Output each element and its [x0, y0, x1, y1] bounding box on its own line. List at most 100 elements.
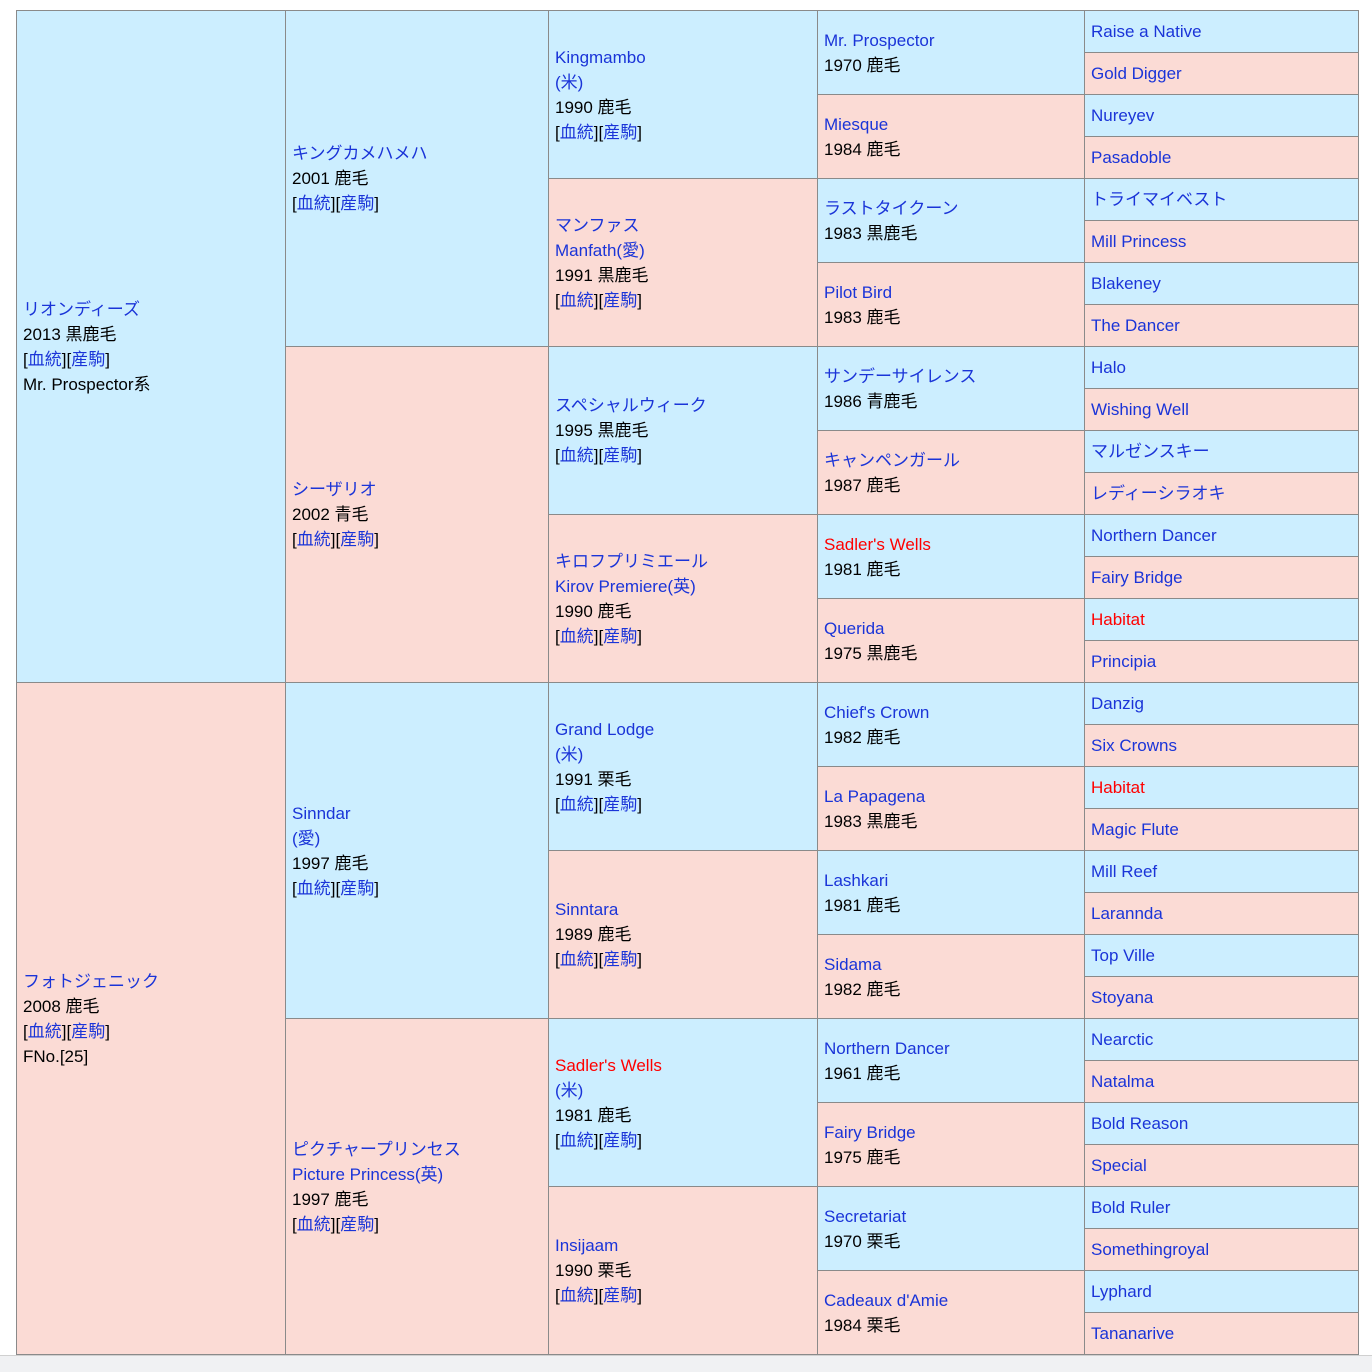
progeny-link[interactable]: 産駒 [340, 1214, 375, 1234]
horse-link[interactable]: Somethingroyal [1091, 1240, 1210, 1259]
horse-year-coat: 2008 鹿毛 [23, 996, 100, 1016]
progeny-link[interactable]: 産駒 [340, 878, 375, 898]
blood-link[interactable]: 血統 [559, 626, 594, 646]
blood-link[interactable]: 血統 [559, 446, 594, 465]
blood-link[interactable]: 血統 [559, 794, 594, 814]
horse-link[interactable]: Fairy Bridge [824, 1122, 916, 1142]
horse-link[interactable]: キャンペンガール [824, 450, 960, 470]
horse-link[interactable]: Tananarive [1091, 1324, 1175, 1343]
horse-link[interactable]: Miesque [824, 114, 889, 134]
horse-link[interactable]: トライマイベスト [1091, 190, 1228, 209]
horse-subname-link[interactable]: (米) [555, 1080, 584, 1100]
horse-link[interactable]: Bold Reason [1091, 1114, 1189, 1133]
horse-link[interactable]: Cadeaux d'Amie [824, 1290, 949, 1310]
horse-link[interactable]: Sinndar [292, 803, 351, 823]
horse-link[interactable]: Lashkari [824, 870, 889, 890]
horse-link[interactable]: マンファス [555, 215, 640, 235]
blood-link[interactable]: 血統 [296, 530, 331, 549]
horse-link[interactable]: Halo [1091, 358, 1126, 377]
horse-link[interactable]: Larannda [1091, 904, 1163, 923]
horse-link[interactable]: Sidama [824, 954, 882, 974]
horse-link[interactable]: Mill Reef [1091, 862, 1158, 881]
horse-link[interactable]: キングカメハメハ [292, 144, 428, 163]
blood-link[interactable]: 血統 [296, 878, 331, 898]
horse-link[interactable]: Fairy Bridge [1091, 568, 1183, 587]
horse-link[interactable]: Pilot Bird [824, 282, 893, 302]
horse-link[interactable]: La Papagena [824, 786, 926, 806]
horse-subname-link[interactable]: (愛) [292, 828, 321, 848]
horse-link[interactable]: Stoyana [1091, 988, 1154, 1007]
blood-link[interactable]: 血統 [296, 194, 331, 213]
open-bracket: [ [292, 530, 297, 549]
horse-subname-link[interactable]: Kirov Premiere(英) [555, 576, 696, 596]
progeny-link[interactable]: 産駒 [603, 950, 638, 969]
progeny-link[interactable]: 産駒 [340, 194, 375, 213]
horse-link[interactable]: Natalma [1091, 1072, 1155, 1091]
blood-link[interactable]: 血統 [559, 1286, 594, 1305]
horse-link[interactable]: レディーシラオキ [1091, 484, 1226, 503]
horse-subname-link[interactable]: (米) [555, 72, 584, 92]
blood-link[interactable]: 血統 [559, 1130, 594, 1150]
horse-link[interactable]: Nureyev [1091, 106, 1155, 125]
horse-link[interactable]: Mill Princess [1091, 232, 1187, 251]
horse-link[interactable]: Magic Flute [1091, 820, 1179, 839]
progeny-link[interactable]: 産駒 [603, 446, 638, 465]
horse-link[interactable]: ピクチャープリンセス [292, 1139, 461, 1159]
horse-link[interactable]: Six Crowns [1091, 736, 1177, 755]
progeny-link[interactable]: 産駒 [71, 349, 106, 369]
progeny-link[interactable]: 産駒 [603, 794, 638, 814]
horse-link[interactable]: Bold Ruler [1091, 1198, 1171, 1217]
horse-link[interactable]: Northern Dancer [1091, 526, 1217, 545]
horse-link[interactable]: Lyphard [1091, 1282, 1152, 1301]
horse-link[interactable]: フォトジェニック [23, 971, 159, 991]
horse-link[interactable]: Insijaam [555, 1236, 619, 1255]
horse-link[interactable]: Querida [824, 618, 885, 638]
horse-link[interactable]: The Dancer [1091, 316, 1180, 335]
horse-link[interactable]: シーザリオ [292, 480, 377, 499]
horse-subname-link[interactable]: Picture Princess(英) [292, 1164, 444, 1184]
horse-link[interactable]: Danzig [1091, 694, 1144, 713]
horse-link[interactable]: サンデーサイレンス [824, 366, 977, 386]
horse-link[interactable]: Secretariat [824, 1206, 907, 1226]
horse-link[interactable]: Grand Lodge [555, 719, 655, 739]
horse-link[interactable]: Nearctic [1091, 1030, 1154, 1049]
horse-link[interactable]: Mr. Prospector [824, 30, 935, 50]
progeny-link[interactable]: 産駒 [340, 530, 375, 549]
horse-subname-link[interactable]: Manfath(愛) [555, 240, 645, 260]
horse-link[interactable]: Pasadoble [1091, 148, 1172, 167]
horse-link[interactable]: Blakeney [1091, 274, 1161, 293]
pedigree-action-links: [血統][産駒] [555, 792, 813, 817]
horse-link[interactable]: Northern Dancer [824, 1038, 950, 1058]
pedigree-cell-gen4-sire: Sadler's Wells 1981 鹿毛 [817, 514, 1085, 599]
progeny-link[interactable]: 産駒 [71, 1021, 106, 1041]
horse-subname-link[interactable]: (米) [555, 744, 584, 764]
horse-link[interactable]: Special [1091, 1156, 1147, 1175]
progeny-link[interactable]: 産駒 [603, 1286, 638, 1305]
horse-link[interactable]: Principia [1091, 652, 1157, 671]
horse-link[interactable]: Sinntara [555, 900, 619, 919]
horse-link[interactable]: Raise a Native [1091, 22, 1202, 41]
horse-link[interactable]: スペシャルウィーク [555, 396, 707, 415]
horse-name-line: Nearctic [1091, 1027, 1354, 1052]
progeny-link[interactable]: 産駒 [603, 122, 638, 142]
progeny-link[interactable]: 産駒 [603, 290, 638, 310]
horse-link[interactable]: Chief's Crown [824, 702, 930, 722]
horse-link[interactable]: Wishing Well [1091, 400, 1189, 419]
blood-link[interactable]: 血統 [27, 349, 62, 369]
horse-link[interactable]: キロフプリミエール [555, 551, 708, 571]
horse-link[interactable]: Kingmambo [555, 47, 646, 67]
blood-link[interactable]: 血統 [559, 290, 594, 310]
blood-link[interactable]: 血統 [559, 950, 594, 969]
blood-link[interactable]: 血統 [296, 1214, 331, 1234]
blood-link[interactable]: 血統 [559, 122, 594, 142]
blood-link[interactable]: 血統 [27, 1021, 62, 1041]
progeny-link[interactable]: 産駒 [603, 1130, 638, 1150]
horse-link[interactable]: Gold Digger [1091, 64, 1182, 83]
horse-name-line: Sidama [824, 952, 1080, 977]
progeny-link[interactable]: 産駒 [603, 626, 638, 646]
horse-link[interactable]: ラストタイクーン [824, 198, 959, 218]
horse-link[interactable]: Top Ville [1091, 946, 1155, 965]
horse-link[interactable]: マルゼンスキー [1091, 442, 1210, 461]
horse-link[interactable]: リオンディーズ [23, 299, 140, 319]
pedigree-table-body: リオンディーズ 2013 黒鹿毛 [血統][産駒] Mr. Prospector系 キン… [16, 10, 1359, 1355]
